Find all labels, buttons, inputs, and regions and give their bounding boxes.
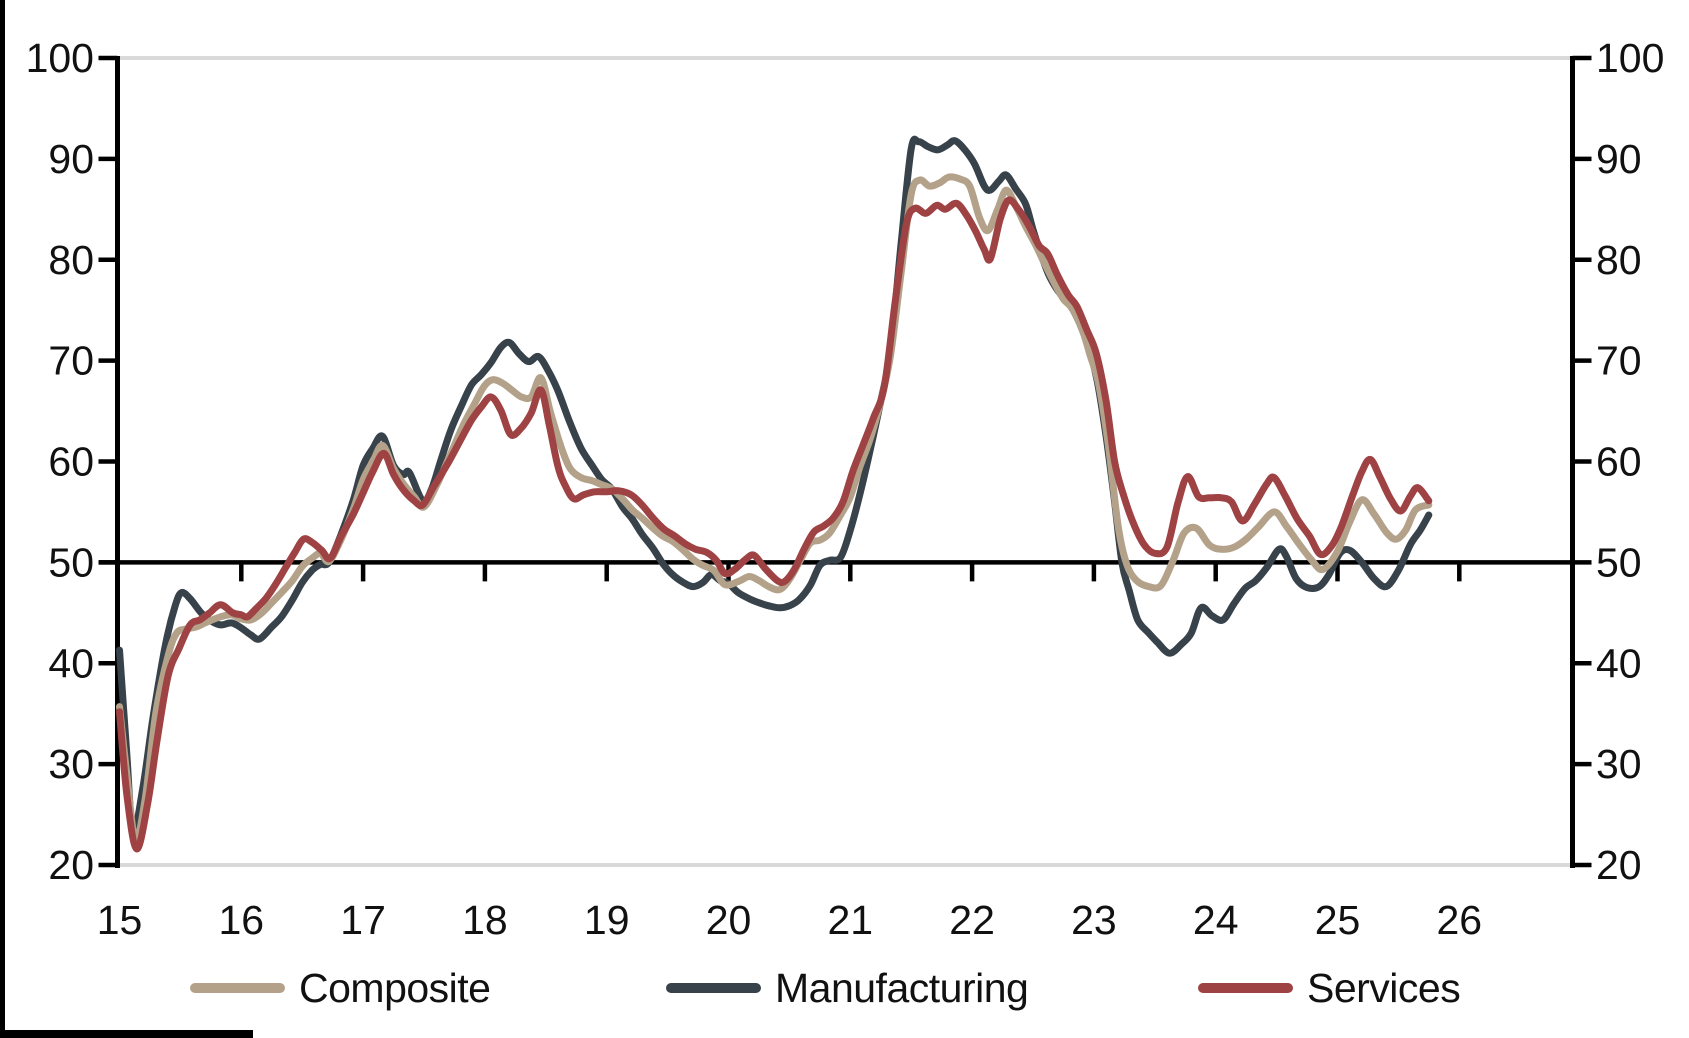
- y-axis-left-label-80: 80: [48, 237, 94, 283]
- chart-legend: Composite Manufacturing Services: [0, 962, 1689, 1014]
- y-axis-right-label-70: 70: [1596, 338, 1642, 384]
- y-axis-left-label-20: 20: [48, 842, 94, 888]
- x-axis-label-23: 23: [1071, 897, 1117, 943]
- y-axis-right-label-40: 40: [1596, 640, 1642, 686]
- x-axis-label-17: 17: [340, 897, 386, 943]
- x-axis-label-25: 25: [1315, 897, 1361, 943]
- y-axis-right-label-80: 80: [1596, 237, 1642, 283]
- x-axis-label-26: 26: [1436, 897, 1482, 943]
- y-axis-right-label-100: 100: [1596, 35, 1664, 81]
- x-axis-label-15: 15: [97, 897, 143, 943]
- series-line-services: [116, 196, 1433, 853]
- x-axis-label-19: 19: [584, 897, 630, 943]
- y-axis-left-label-60: 60: [48, 439, 94, 485]
- x-axis-label-20: 20: [706, 897, 752, 943]
- y-axis-right-label-50: 50: [1596, 539, 1642, 585]
- manufacturing-line-swatch: [666, 983, 761, 993]
- y-axis-right-label-30: 30: [1596, 741, 1642, 787]
- series-line-manufacturing: [116, 135, 1433, 836]
- y-axis-left-label-40: 40: [48, 640, 94, 686]
- screenshot-bottom-edge-bar: [0, 1030, 253, 1038]
- y-axis-left-label-50: 50: [48, 539, 94, 585]
- x-axis-label-21: 21: [827, 897, 873, 943]
- x-axis-label-18: 18: [462, 897, 508, 943]
- x-axis-label-24: 24: [1193, 897, 1239, 943]
- legend-item-composite: Composite: [190, 962, 491, 1014]
- screenshot-left-edge-bar: [0, 0, 5, 1038]
- y-axis-left-label-30: 30: [48, 741, 94, 787]
- y-axis-right-label-60: 60: [1596, 439, 1642, 485]
- composite-line-swatch: [190, 983, 285, 993]
- legend-label-composite: Composite: [299, 964, 491, 1011]
- legend-label-services: Services: [1307, 964, 1461, 1011]
- legend-item-services: Services: [1198, 962, 1461, 1014]
- legend-item-manufacturing: Manufacturing: [666, 962, 1029, 1014]
- services-line-swatch: [1198, 983, 1293, 993]
- x-axis-label-22: 22: [949, 897, 995, 943]
- y-axis-left-label-100: 100: [26, 35, 94, 81]
- x-axis-label-16: 16: [218, 897, 264, 943]
- y-axis-right-label-90: 90: [1596, 136, 1642, 182]
- y-axis-left-label-90: 90: [48, 136, 94, 182]
- y-axis-right-label-20: 20: [1596, 842, 1642, 888]
- y-axis-left-label-70: 70: [48, 338, 94, 384]
- legend-label-manufacturing: Manufacturing: [775, 964, 1029, 1011]
